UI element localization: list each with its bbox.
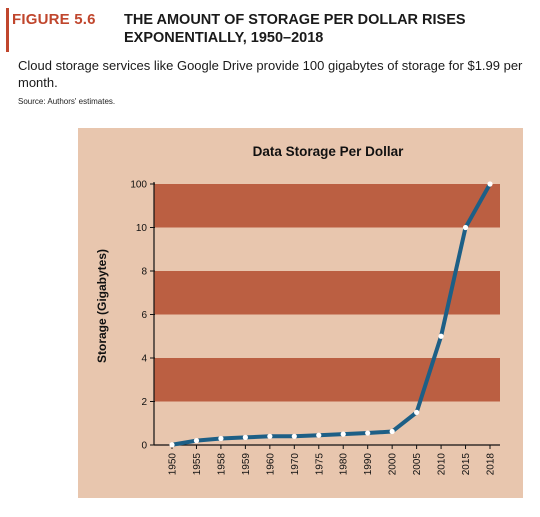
data-point-1970 xyxy=(291,433,297,439)
y-tick-label: 6 xyxy=(141,310,147,321)
x-tick-label: 2000 xyxy=(388,453,399,476)
x-tick-label: 1960 xyxy=(265,453,276,476)
x-tick-label: 1950 xyxy=(168,453,179,476)
figure-label: FIGURE 5.6 xyxy=(12,11,96,28)
chart-band-2 xyxy=(154,184,500,228)
figure-caption: Cloud storage services like Google Drive… xyxy=(18,58,523,90)
figure-accent-bar xyxy=(6,8,9,52)
chart-band-1 xyxy=(154,271,500,315)
x-tick-label: 1980 xyxy=(339,453,350,476)
data-point-1990 xyxy=(365,430,371,436)
x-tick-label: 1959 xyxy=(241,453,252,476)
data-point-2000 xyxy=(389,428,395,435)
data-point-1950 xyxy=(169,442,175,448)
data-point-1975 xyxy=(316,432,322,438)
storage-line-chart: Data Storage Per Dollar Storage (Gigabyt… xyxy=(78,128,523,498)
x-tick-label: 2010 xyxy=(437,453,448,476)
data-point-2018 xyxy=(487,181,493,187)
x-tick-label: 2018 xyxy=(486,453,497,476)
x-tick-label: 2015 xyxy=(461,453,472,476)
y-tick-label: 4 xyxy=(141,354,147,365)
x-tick-label: 2005 xyxy=(412,453,423,476)
data-point-1960 xyxy=(267,433,273,439)
x-tick-label: 1975 xyxy=(314,453,325,476)
data-point-2005 xyxy=(414,409,420,415)
data-point-2010 xyxy=(438,333,444,339)
chart-band-0 xyxy=(154,358,500,402)
x-tick-label: 1990 xyxy=(363,453,374,476)
y-tick-label: 0 xyxy=(141,441,147,452)
data-point-1958 xyxy=(218,435,224,442)
y-tick-label: 100 xyxy=(130,180,147,191)
y-tick-label: 10 xyxy=(136,223,148,234)
data-point-2015 xyxy=(462,224,469,231)
series-line-0 xyxy=(170,182,492,447)
y-tick-label: 2 xyxy=(141,397,147,408)
x-tick-label: 1958 xyxy=(216,453,227,476)
data-point-1980 xyxy=(340,431,346,437)
chart-title: Data Storage Per Dollar xyxy=(253,144,405,159)
y-axis-title: Storage (Gigabytes) xyxy=(95,249,109,363)
figure-title: THE AMOUNT OF STORAGE PER DOLLAR RISES E… xyxy=(124,12,466,46)
data-point-1955 xyxy=(193,438,200,444)
y-tick-label: 8 xyxy=(141,267,147,278)
data-point-1959 xyxy=(242,434,248,440)
x-tick-label: 1955 xyxy=(192,453,203,476)
figure-source: Source: Authors' estimates. xyxy=(18,97,116,106)
x-tick-label: 1970 xyxy=(290,453,301,476)
